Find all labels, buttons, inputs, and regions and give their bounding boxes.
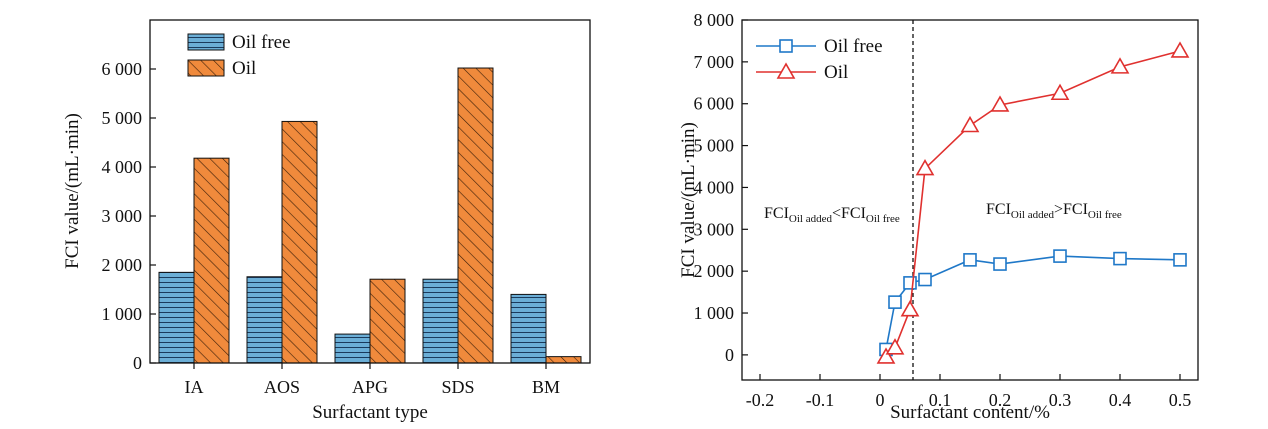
y-tick-label: 3 000 [102, 206, 143, 226]
point-oil-free [1053, 249, 1067, 263]
y-tick-label: 0 [133, 353, 142, 373]
point-oil-free [993, 257, 1007, 271]
x-tick-label: 0.2 [989, 390, 1012, 410]
point-oil-free [963, 253, 977, 267]
region-label-right: FCIOil added>FCIOil free [986, 201, 1122, 221]
y-tick-label: 2 000 [102, 255, 143, 275]
region-label-left: FCIOil added<FCIOil free [764, 205, 900, 225]
bar-oil-free-aos [246, 276, 283, 364]
point-oil [915, 158, 935, 176]
point-oil [990, 95, 1010, 112]
x-tick-label: BM [532, 377, 560, 397]
line-chart: 0 1 000 2 000 3 000 4 000 5 000 6 000 7 000 8 00… [678, 10, 1199, 423]
line-chart-legend: Oil free Oil [756, 36, 883, 83]
bar-chart: 0 1 000 2 000 3 000 4 000 5 000 6 000 IA AOS APG… [62, 19, 591, 423]
legend-label-oil: Oil [232, 58, 256, 79]
series-line-oil [885, 50, 1181, 358]
legend-swatch-oil [187, 59, 225, 77]
bar-oil-free-bm [510, 293, 547, 364]
legend-marker-square [779, 39, 793, 53]
point-oil [960, 115, 980, 133]
x-tick-label: 0.4 [1109, 390, 1132, 410]
x-tick-label: IA [185, 377, 204, 397]
y-tick-label: 6 000 [694, 94, 735, 114]
line-chart-plot-frame [741, 19, 1199, 381]
x-tick-label: -0.2 [746, 390, 775, 410]
point-oil [1110, 57, 1130, 74]
bar-chart-y-axis-label: FCI value/(mL·min) [62, 113, 83, 269]
bar-oil-bm [545, 356, 582, 364]
x-tick-label: 0.1 [929, 390, 952, 410]
point-oil-free [1173, 253, 1187, 267]
x-tick-label: 0.3 [1049, 390, 1072, 410]
y-tick-label: 7 000 [694, 52, 735, 72]
y-tick-label: 8 000 [694, 10, 735, 30]
y-tick-label: 6 000 [102, 59, 143, 79]
x-tick-label: -0.1 [806, 390, 835, 410]
line-chart-series [876, 41, 1190, 364]
bar-oil-ia [193, 157, 230, 364]
point-oil [1170, 41, 1190, 58]
bar-chart-x-axis-label: Surfactant type [312, 402, 428, 423]
y-tick-label: 5 000 [102, 108, 143, 128]
bar-oil-free-apg [334, 333, 371, 364]
point-oil [1050, 83, 1070, 101]
legend-swatch-oil-free [187, 33, 225, 51]
line-chart-x-axis-label: Surfactant content/% [890, 402, 1050, 423]
series-line-oil-free [885, 255, 1181, 350]
bar-chart-x-ticks: IA AOS APG SDS BM [185, 363, 560, 397]
x-tick-label: SDS [441, 377, 474, 397]
legend-label-oil-free: Oil free [232, 32, 291, 53]
legend-label-oil-free: Oil free [824, 36, 883, 57]
point-oil [876, 347, 896, 364]
point-oil-free [888, 295, 902, 309]
point-oil [885, 338, 905, 355]
x-tick-label: 0.5 [1169, 390, 1192, 410]
line-chart-y-ticks: 0 1 000 2 000 3 000 4 000 5 000 6 000 7 000 8 00… [694, 10, 748, 365]
bar-chart-bars [158, 67, 582, 364]
x-tick-label: APG [352, 377, 388, 397]
line-chart-y-axis-label: FCI value/(mL·min) [678, 122, 699, 278]
y-tick-label: 2 000 [694, 261, 735, 281]
bar-oil-free-sds [422, 278, 459, 364]
point-oil [900, 300, 920, 317]
bar-oil-sds [457, 67, 494, 364]
point-oil-free [903, 276, 917, 290]
legend-label-oil: Oil [824, 62, 848, 83]
bar-oil-apg [369, 278, 406, 364]
bar-oil-aos [281, 120, 318, 364]
point-oil-free [1113, 251, 1127, 266]
y-tick-label: 0 [725, 345, 734, 365]
y-tick-label: 4 000 [102, 157, 143, 177]
point-oil-free [918, 272, 932, 287]
x-tick-label: 0 [876, 390, 885, 410]
legend-marker-triangle [776, 62, 796, 79]
bar-chart-y-ticks: 0 1 000 2 000 3 000 4 000 5 000 6 000 [102, 59, 156, 373]
line-chart-x-ticks: -0.2 -0.1 0 0.1 0.2 0.3 0.4 0.5 [746, 374, 1192, 410]
bar-chart-legend: Oil free Oil [187, 32, 291, 79]
y-tick-label: 5 000 [694, 136, 735, 156]
x-tick-label: AOS [264, 377, 300, 397]
y-tick-label: 4 000 [694, 177, 735, 197]
y-tick-label: 1 000 [102, 304, 143, 324]
bar-oil-free-ia [158, 271, 195, 364]
y-tick-label: 3 000 [694, 219, 735, 239]
y-tick-label: 1 000 [694, 303, 735, 323]
